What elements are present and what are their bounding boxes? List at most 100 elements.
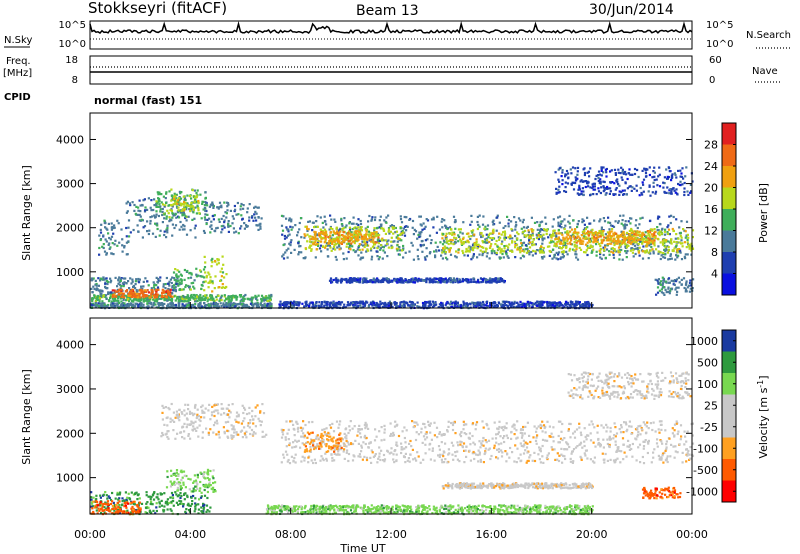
range-cell <box>147 197 150 200</box>
range-cell <box>103 219 106 222</box>
range-cell <box>636 237 639 240</box>
range-cell <box>472 229 475 232</box>
range-cell <box>314 236 317 240</box>
range-cell <box>223 221 226 224</box>
range-cell <box>353 242 356 245</box>
range-cell <box>319 228 322 231</box>
range-cell <box>613 231 616 234</box>
range-cell <box>192 208 195 212</box>
range-cell <box>192 206 195 209</box>
range-cell <box>183 208 186 211</box>
range-cell <box>557 178 560 181</box>
range-cell <box>602 229 605 233</box>
range-cell <box>93 287 96 291</box>
range-cell <box>167 204 170 207</box>
range-cell <box>443 245 446 248</box>
range-cell <box>169 302 172 305</box>
range-cell <box>683 187 686 190</box>
range-cell <box>335 304 338 307</box>
range-cell <box>636 246 639 249</box>
range-cell <box>677 254 680 257</box>
range-cell <box>163 302 166 306</box>
range-cell <box>589 241 592 244</box>
range-cell <box>490 249 493 253</box>
range-cell <box>483 227 486 230</box>
range-cell <box>311 235 314 238</box>
range-cell <box>499 251 502 254</box>
range-cell <box>668 192 671 195</box>
range-cell <box>288 242 291 245</box>
range-cell <box>356 278 359 281</box>
range-cell <box>492 223 495 226</box>
range-cell <box>541 303 544 306</box>
range-cell <box>516 246 520 249</box>
range-cell <box>519 239 522 242</box>
range-cell <box>109 296 112 300</box>
range-cell <box>110 302 113 305</box>
range-cell <box>574 231 577 234</box>
range-cell <box>661 253 665 256</box>
range-cell <box>579 248 583 251</box>
range-cell <box>471 256 474 259</box>
range-cell <box>116 304 119 307</box>
range-cell <box>548 241 551 244</box>
range-cell <box>571 228 574 231</box>
range-cell <box>335 230 339 233</box>
range-cell <box>197 199 200 203</box>
range-cell <box>668 215 671 218</box>
range-cell <box>204 191 207 194</box>
range-cell <box>359 258 362 261</box>
range-cell <box>337 243 341 246</box>
range-cell <box>484 238 487 241</box>
range-cell <box>302 257 305 260</box>
range-cell <box>562 237 566 240</box>
range-cell <box>366 248 369 251</box>
range-cell <box>522 241 526 244</box>
range-cell <box>599 251 602 254</box>
range-cell <box>555 251 558 254</box>
range-cell <box>648 185 651 188</box>
range-cell <box>113 224 116 227</box>
range-cell <box>282 257 286 260</box>
range-cell <box>324 232 328 235</box>
range-cell <box>168 293 172 296</box>
range-cell <box>220 217 223 220</box>
range-cell <box>156 227 159 231</box>
range-cell <box>169 278 172 281</box>
range-cell <box>461 232 464 235</box>
range-cell <box>213 287 216 290</box>
range-cell <box>466 254 469 257</box>
range-cell <box>189 276 193 279</box>
range-cell <box>557 216 560 219</box>
range-cell <box>363 279 366 282</box>
range-cell <box>102 246 105 250</box>
date-title: 30/Jun/2014 <box>589 2 674 18</box>
range-cell <box>438 281 441 284</box>
range-cell <box>504 250 508 253</box>
range-cell <box>649 249 652 252</box>
range-cell <box>638 194 641 197</box>
range-cell <box>178 270 181 273</box>
range-cell <box>479 245 482 248</box>
range-cell <box>155 290 158 293</box>
range-cell <box>605 175 608 178</box>
range-cell <box>234 294 237 297</box>
range-cell <box>401 249 404 252</box>
range-cell <box>320 232 323 235</box>
range-cell <box>219 205 222 208</box>
range-cell <box>681 167 684 170</box>
range-cell <box>654 230 657 233</box>
range-cell <box>653 178 656 182</box>
range-cell <box>380 227 383 230</box>
range-cell <box>631 173 634 176</box>
range-cell <box>502 256 505 259</box>
range-cell <box>295 301 298 304</box>
range-cell <box>675 293 678 296</box>
range-cell <box>656 291 660 294</box>
range-cell <box>574 250 577 253</box>
range-cell <box>230 299 233 302</box>
range-cell <box>598 230 601 233</box>
range-cell <box>662 279 665 282</box>
range-cell <box>669 188 672 191</box>
range-cell <box>642 245 645 248</box>
